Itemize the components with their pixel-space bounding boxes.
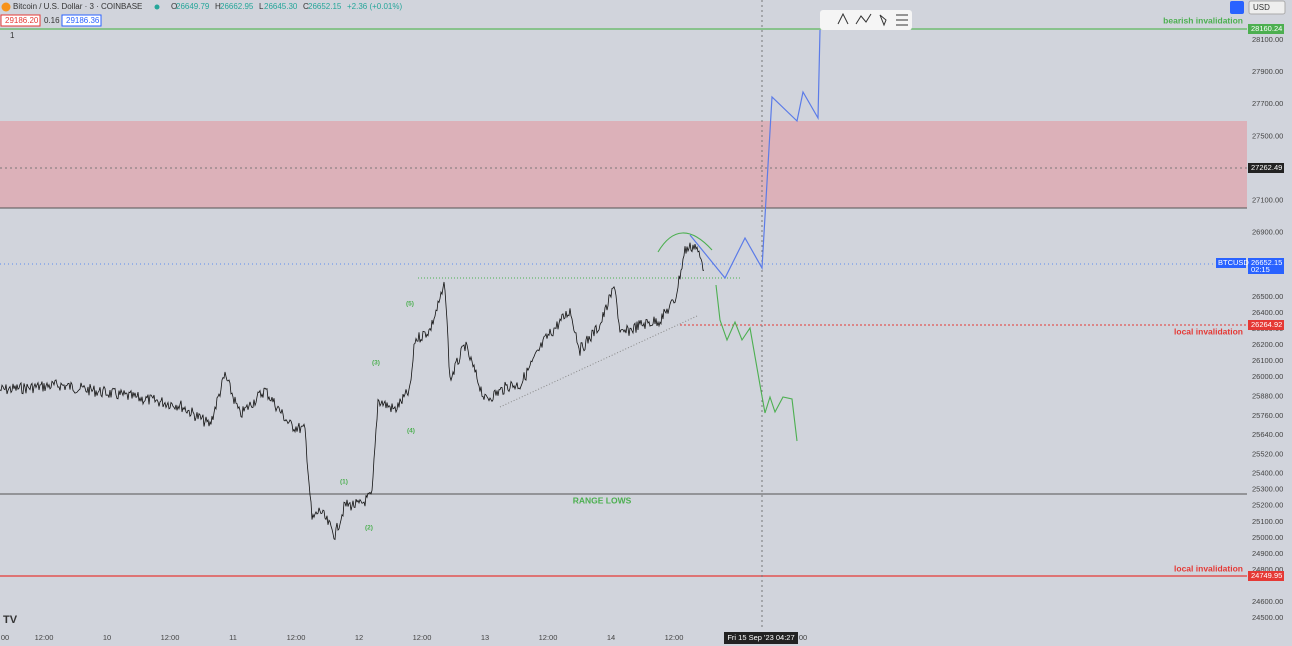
ohlc-value: 26649.79 [176,2,210,11]
price-label: 26400.00 [1252,308,1283,317]
price-label: 26000.00 [1252,372,1283,381]
price-label: 26100.00 [1252,356,1283,365]
supply-zone [0,121,1247,208]
price-label: 24900.00 [1252,549,1283,558]
ticker-bg [1216,258,1246,268]
price-label: 25520.00 [1252,449,1283,458]
time-label: 12:00 [413,633,432,642]
bearish-tag-bg [1248,24,1284,34]
local-upper-label: local invalidation [1174,326,1243,336]
ohlc-label: H [215,2,221,11]
last-tag: 26652.15 [1251,258,1282,267]
ohlc-value: 26652.15 [308,2,342,11]
settings-button[interactable] [1230,1,1244,14]
time-label: 11 [229,633,237,642]
price-label: 25100.00 [1252,517,1283,526]
price-label: 25400.00 [1252,469,1283,478]
buy-price: 29186.36 [66,16,100,25]
crosshair-tag-bg [1248,163,1284,173]
wave-label: (4) [407,428,415,435]
local-high-tag-bg [1248,320,1284,330]
price-label: 27100.00 [1252,196,1283,205]
time-label: 12:00 [35,633,54,642]
local-low-tag-bg [1248,571,1284,581]
time-label: 12:00 [161,633,180,642]
sell-price: 29186.20 [5,16,39,25]
change: +2.36 (+0.01%) [347,2,402,11]
time-label: 12:00 [287,633,306,642]
time-axis [0,630,1247,646]
crosshair-time-bg [724,632,798,644]
price-label: 26900.00 [1252,228,1283,237]
trend-dotted [499,315,698,408]
bear-projection [715,284,798,442]
ticker: BTCUSD [1218,258,1249,267]
local-lower-label: local invalidation [1174,563,1243,573]
market-dot [154,4,160,10]
price-label: 27700.00 [1252,99,1283,108]
wave-label: (5) [406,301,414,308]
price-label: 25300.00 [1252,485,1283,494]
time-label: 12:00 [665,633,684,642]
price-label: 25200.00 [1252,501,1283,510]
bull-projection [689,29,821,280]
price-label: 24800.00 [1252,565,1283,574]
last-tag-bg [1248,258,1284,274]
ohlc-label: C [303,2,309,11]
time-label: 12 [355,633,363,642]
price-line [0,242,704,541]
plot-area [0,0,1247,630]
price-label: 24500.00 [1252,613,1283,622]
local-high-tag: 26264.92 [1251,320,1282,329]
time-label: 14 [607,633,615,642]
countdown: 02:15 [1251,265,1270,274]
spread: 0.16 [44,16,60,25]
bearish-tag: 28160.24 [1251,24,1282,33]
ohlc-value: 26645.30 [264,2,298,11]
wave-label: (2) [365,525,373,532]
price-label: 25640.00 [1252,430,1283,439]
time-label: 13 [481,633,489,642]
price-label: 27500.00 [1252,131,1283,140]
toolbar-icons [837,12,908,27]
ohlc-label: O [171,2,177,11]
bearish-label: bearish invalidation [1163,15,1243,25]
price-label: 27900.00 [1252,67,1283,76]
tv-logo: TV [3,614,18,626]
price-label: 24600.00 [1252,597,1283,606]
price-label: 28100.00 [1252,35,1283,44]
currency: USD [1253,3,1270,12]
price-label: 25880.00 [1252,392,1283,401]
time-label: 10 [103,633,111,642]
price-label: 26200.00 [1252,340,1283,349]
price-label: 25760.00 [1252,411,1283,420]
time-label: 00 [799,633,807,642]
time-label: 00 [1,633,9,642]
symbol: Bitcoin / U.S. Dollar · 3 · COINBASE [13,2,142,11]
ohlc-label: L [259,2,264,11]
buy-box[interactable] [61,14,102,27]
local-low-tag: 24749.95 [1251,571,1282,580]
price-label: 26500.00 [1252,292,1283,301]
range-label: RANGE LOWS [573,495,632,505]
indicator-count: 1 [10,31,15,40]
sell-box[interactable] [0,14,41,27]
wave-label: (3) [372,360,380,367]
time-label: 12:00 [539,633,558,642]
top-arc [657,232,713,253]
btc-icon [1,2,11,12]
price-label: 25000.00 [1252,533,1283,542]
wave-label: (1) [340,479,348,486]
crosshair-tag: 27262.49 [1251,163,1282,172]
currency-box[interactable] [1248,0,1286,15]
ohlc-value: 26662.95 [220,2,254,11]
crosshair-time: Fri 15 Sep '23 04:27 [727,633,794,642]
